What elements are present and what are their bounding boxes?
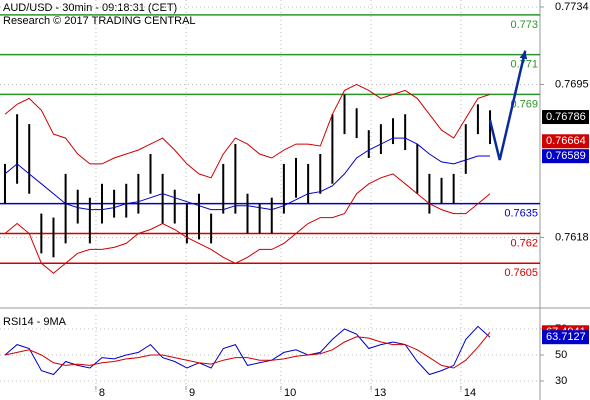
price-label: 0.76786 — [546, 111, 586, 123]
x-tick-label: 10 — [284, 387, 296, 399]
chart-subtitle: Research © 2017 TRADING CENTRAL — [3, 15, 196, 27]
y-tick-label: 30 — [555, 375, 567, 387]
level-label: 0.771 — [510, 59, 538, 71]
price-label-box — [542, 149, 589, 164]
y-tick-label: 0.7695 — [555, 78, 589, 90]
forecast-arrow — [488, 50, 527, 161]
price-label: 0.76664 — [546, 135, 586, 147]
y-tick-label: 50 — [555, 349, 567, 361]
rsi-title: RSI14 - 9MA — [3, 316, 67, 328]
y-tick-label: 0.7734 — [555, 1, 589, 13]
level-label: 0.7605 — [504, 267, 538, 279]
level-label: 0.7635 — [504, 208, 538, 220]
price-label-box — [542, 134, 589, 149]
price-label-box — [542, 110, 589, 125]
indicator-line — [4, 173, 491, 274]
rsi-line — [4, 325, 491, 376]
x-tick-label: 8 — [99, 387, 105, 399]
x-tick-label: 14 — [464, 387, 476, 399]
level-label: 0.773 — [510, 19, 538, 31]
x-tick-label: 13 — [374, 387, 386, 399]
y-tick-label: 0.7618 — [555, 231, 589, 243]
rsi-line — [4, 331, 491, 369]
chart-title: AUD/USD - 30min - 09:18:31 (CET) — [3, 2, 177, 14]
x-tick-label: 9 — [189, 387, 195, 399]
level-label: 0.762 — [510, 237, 538, 249]
rsi-label: 63.7127 — [546, 331, 586, 343]
price-label: 0.76589 — [546, 150, 586, 162]
level-label: 0.769 — [510, 98, 538, 110]
indicator-line — [4, 83, 491, 179]
rsi-label-box — [542, 330, 589, 345]
forecast-arrowhead — [519, 50, 528, 60]
indicator-line — [4, 137, 490, 211]
